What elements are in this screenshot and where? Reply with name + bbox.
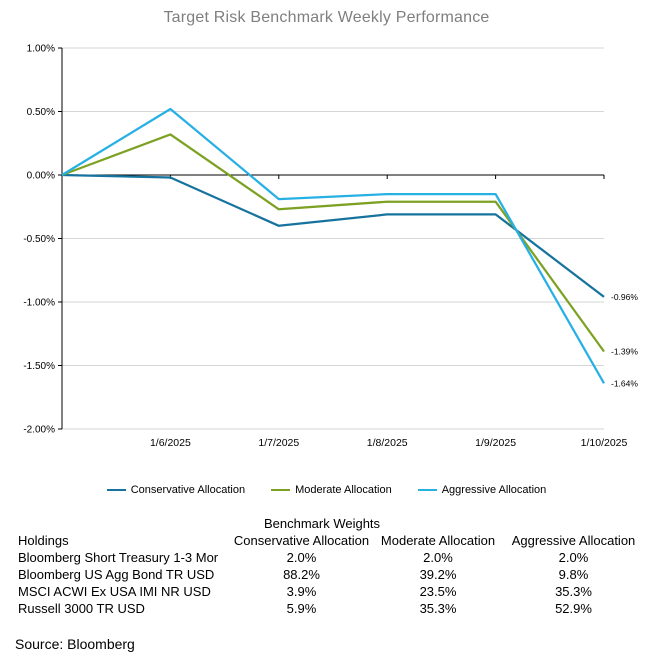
y-tick-label: -1.50% <box>23 361 55 372</box>
chart-legend: Conservative Allocation Moderate Allocat… <box>0 482 653 498</box>
col-header-aggressive: Aggressive Allocation <box>511 533 636 548</box>
legend-item-conservative: Conservative Allocation <box>106 484 246 496</box>
weight-value: 35.3% <box>419 601 457 616</box>
holding-name: Russell 3000 TR USD <box>18 601 145 616</box>
y-tick-label: 0.50% <box>27 107 55 118</box>
series-line <box>61 173 605 298</box>
weight-value: 52.9% <box>555 601 592 616</box>
weight-value: 23.5% <box>419 584 457 599</box>
col-header-holdings: Holdings <box>18 533 69 548</box>
col-header-conservative: Conservative Allocation <box>233 533 370 548</box>
weight-value: 2.0% <box>558 550 589 565</box>
table-row: Bloomberg US Agg Bond TR USD 88.2% 39.2%… <box>0 566 644 583</box>
y-tick-label: 1.00% <box>27 44 55 55</box>
x-tick-label: 1/9/2025 <box>475 437 516 449</box>
y-tick-label: -2.00% <box>23 425 55 436</box>
x-tick-label: 1/10/2025 <box>581 437 628 449</box>
weight-value: 39.2% <box>419 567 457 582</box>
series-end-label: -1.64% <box>611 378 638 388</box>
series-line <box>61 107 605 384</box>
x-tick-label: 1/8/2025 <box>367 437 408 449</box>
series-end-label: -0.96% <box>611 292 638 302</box>
weight-value: 9.8% <box>558 567 589 582</box>
col-header-moderate: Moderate Allocation <box>380 533 496 548</box>
weight-value: 2.0% <box>286 550 317 565</box>
benchmark-weights-table: Benchmark Weights Holdings Conservative … <box>0 515 644 617</box>
weight-value: 35.3% <box>555 584 592 599</box>
legend-item-aggressive: Aggressive Allocation <box>417 484 547 496</box>
y-tick-label: 0.00% <box>27 171 55 182</box>
weight-value: 3.9% <box>286 584 317 599</box>
source-note: Source: Bloomberg <box>15 636 135 652</box>
table-row: MSCI ACWI Ex USA IMI NR USD 3.9% 23.5% 3… <box>0 583 644 600</box>
table-row: Russell 3000 TR USD 5.9% 35.3% 52.9% <box>0 600 644 617</box>
weight-value: 88.2% <box>283 567 320 582</box>
table-title: Benchmark Weights <box>263 516 381 531</box>
chart-title: Target Risk Benchmark Weekly Performance <box>163 9 490 26</box>
x-tick-label: 1/6/2025 <box>150 437 191 449</box>
legend-label-aggressive: Aggressive Allocation <box>441 484 547 496</box>
legend-label-moderate: Moderate Allocation <box>295 484 392 496</box>
legend-swatch-moderate <box>271 488 291 492</box>
table-header-row: Holdings Conservative Allocation Moderat… <box>0 532 644 549</box>
y-tick-label: -0.50% <box>23 234 55 245</box>
x-tick-label: 1/7/2025 <box>258 437 299 449</box>
series-end-label: -1.39% <box>611 347 638 357</box>
weight-value: 5.9% <box>286 601 317 616</box>
y-tick-label: -1.00% <box>23 298 55 309</box>
legend-item-moderate: Moderate Allocation <box>271 484 392 496</box>
holding-name: Bloomberg US Agg Bond TR USD <box>18 567 215 582</box>
holding-name: Bloomberg Short Treasury 1-3 Mor <box>18 550 219 565</box>
legend-swatch-conservative <box>106 488 126 492</box>
legend-swatch-aggressive <box>417 488 437 492</box>
legend-label-conservative: Conservative Allocation <box>130 484 246 496</box>
table-row: Bloomberg Short Treasury 1-3 Mor 2.0% 2.… <box>0 549 644 566</box>
performance-chart: 1.00% 0.50% 0.00% -0.50% -1.00% -1.50% -2.00% 1… <box>23 44 638 450</box>
weight-value: 2.0% <box>423 550 453 565</box>
holding-name: MSCI ACWI Ex USA IMI NR USD <box>18 584 211 599</box>
